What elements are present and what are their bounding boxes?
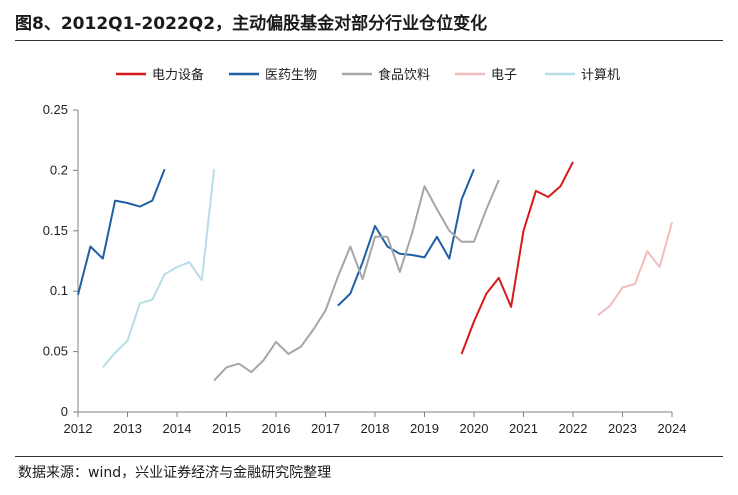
chart-title: 图8、2012Q1-2022Q2，主动偏股基金对部分行业仓位变化 — [15, 14, 488, 34]
series-1 — [460, 161, 574, 355]
x-tick-label: 2020 — [460, 421, 489, 436]
x-tick-label: 2017 — [311, 421, 340, 436]
series-2 — [77, 168, 475, 307]
chart-series — [77, 161, 673, 382]
legend: 电力设备 医药生物 食品饮料 电子 计算机 — [116, 67, 620, 83]
source-note: 数据来源：wind，兴业证券经济与金融研究院整理 — [18, 465, 332, 481]
legend-label: 食品饮料 — [378, 67, 430, 83]
legend-label: 医药生物 — [265, 68, 317, 83]
y-tick-label: 0.1 — [50, 283, 68, 298]
series-4 — [597, 222, 673, 317]
series-5 — [102, 169, 216, 368]
x-tick-label: 2019 — [410, 421, 439, 436]
series-line — [460, 161, 574, 355]
source-rule — [15, 456, 723, 457]
series-line — [213, 179, 500, 382]
x-tick-label: 2022 — [559, 421, 588, 436]
x-tick-label: 2023 — [608, 421, 637, 436]
x-tick-label: 2016 — [262, 421, 291, 436]
series-line — [102, 169, 216, 368]
y-tick-label: 0.25 — [43, 102, 68, 117]
x-tick-label: 2021 — [509, 421, 538, 436]
series-line — [597, 222, 673, 317]
x-tick-label: 2024 — [658, 421, 687, 436]
y-tick-label: 0 — [61, 404, 68, 419]
chart-axes: 0 0.05 0.1 0.15 0.2 0.25 2012 2013 2014 2015 2016 2… — [43, 102, 687, 436]
series-line — [337, 168, 475, 307]
x-tick-label: 2012 — [64, 421, 93, 436]
title-rule — [15, 40, 723, 41]
x-tick-label: 2015 — [212, 421, 241, 436]
y-tick-label: 0.05 — [43, 344, 68, 359]
legend-label: 电力设备 — [152, 67, 204, 83]
x-tick-label: 2013 — [113, 421, 142, 436]
legend-label: 计算机 — [581, 68, 620, 83]
series-3 — [213, 179, 500, 382]
legend-label: 电子 — [491, 68, 517, 83]
y-tick-label: 0.15 — [43, 223, 68, 238]
x-tick-label: 2014 — [163, 421, 192, 436]
x-tick-label: 2018 — [361, 421, 390, 436]
series-line — [77, 168, 166, 296]
y-tick-label: 0.2 — [50, 162, 68, 177]
